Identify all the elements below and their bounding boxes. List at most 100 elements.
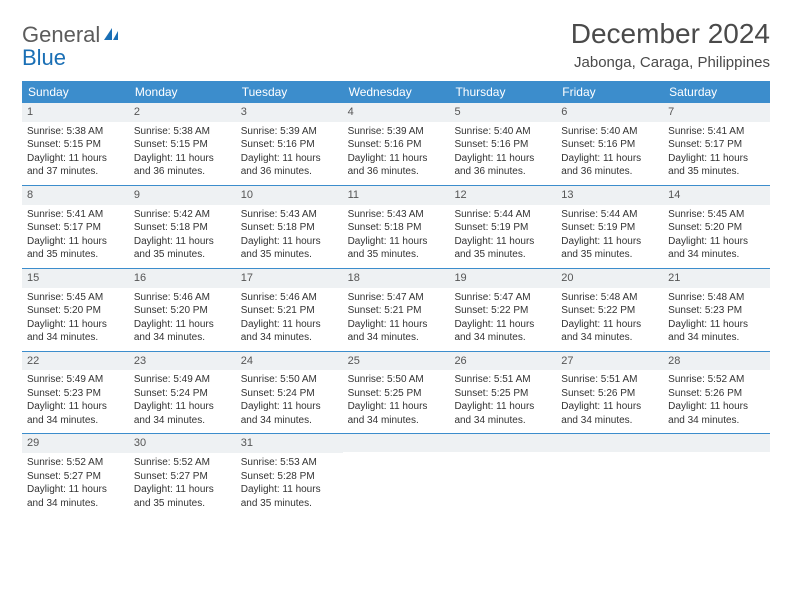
day-details: Sunrise: 5:50 AMSunset: 5:24 PMDaylight:… — [236, 370, 343, 433]
sunrise-line: Sunrise: 5:39 AM — [348, 125, 445, 139]
sail-icon — [102, 26, 122, 47]
sunrise-line: Sunrise: 5:44 AM — [454, 208, 551, 222]
day-number — [663, 434, 770, 452]
day-details: Sunrise: 5:48 AMSunset: 5:23 PMDaylight:… — [663, 288, 770, 351]
sunset-line: Sunset: 5:15 PM — [27, 138, 124, 152]
daylight-line: Daylight: 11 hours and 34 minutes. — [27, 400, 124, 427]
day-number: 19 — [449, 269, 556, 288]
month-title: December 2024 — [571, 18, 770, 50]
sunset-line: Sunset: 5:20 PM — [27, 304, 124, 318]
day-number: 26 — [449, 352, 556, 371]
day-details: Sunrise: 5:44 AMSunset: 5:19 PMDaylight:… — [556, 205, 663, 268]
title-block: December 2024 Jabonga, Caraga, Philippin… — [571, 18, 770, 71]
daylight-line: Daylight: 11 hours and 35 minutes. — [27, 235, 124, 262]
sunset-line: Sunset: 5:19 PM — [454, 221, 551, 235]
day-number: 28 — [663, 352, 770, 371]
calendar-day-cell: 29Sunrise: 5:52 AMSunset: 5:27 PMDayligh… — [22, 434, 129, 516]
weekday-header: Friday — [556, 81, 663, 103]
brand-logo: General Blue — [22, 18, 122, 70]
calendar-day-cell: 17Sunrise: 5:46 AMSunset: 5:21 PMDayligh… — [236, 269, 343, 351]
daylight-line: Daylight: 11 hours and 34 minutes. — [241, 318, 338, 345]
day-details: Sunrise: 5:39 AMSunset: 5:16 PMDaylight:… — [343, 122, 450, 185]
daylight-line: Daylight: 11 hours and 34 minutes. — [27, 318, 124, 345]
calendar-day-cell — [449, 434, 556, 516]
sunset-line: Sunset: 5:18 PM — [241, 221, 338, 235]
day-details: Sunrise: 5:51 AMSunset: 5:25 PMDaylight:… — [449, 370, 556, 433]
sunrise-line: Sunrise: 5:46 AM — [134, 291, 231, 305]
sunset-line: Sunset: 5:22 PM — [561, 304, 658, 318]
day-details: Sunrise: 5:49 AMSunset: 5:23 PMDaylight:… — [22, 370, 129, 433]
calendar-day-cell: 22Sunrise: 5:49 AMSunset: 5:23 PMDayligh… — [22, 352, 129, 434]
sunrise-line: Sunrise: 5:41 AM — [27, 208, 124, 222]
day-number: 1 — [22, 103, 129, 122]
day-details: Sunrise: 5:40 AMSunset: 5:16 PMDaylight:… — [556, 122, 663, 185]
sunset-line: Sunset: 5:21 PM — [348, 304, 445, 318]
daylight-line: Daylight: 11 hours and 34 minutes. — [348, 318, 445, 345]
day-number: 3 — [236, 103, 343, 122]
daylight-line: Daylight: 11 hours and 36 minutes. — [561, 152, 658, 179]
day-details: Sunrise: 5:40 AMSunset: 5:16 PMDaylight:… — [449, 122, 556, 185]
daylight-line: Daylight: 11 hours and 34 minutes. — [454, 400, 551, 427]
daylight-line: Daylight: 11 hours and 35 minutes. — [134, 483, 231, 510]
sunset-line: Sunset: 5:15 PM — [134, 138, 231, 152]
day-number — [556, 434, 663, 452]
calendar-day-cell: 5Sunrise: 5:40 AMSunset: 5:16 PMDaylight… — [449, 103, 556, 185]
sunrise-line: Sunrise: 5:46 AM — [241, 291, 338, 305]
sunset-line: Sunset: 5:24 PM — [241, 387, 338, 401]
sunset-line: Sunset: 5:16 PM — [241, 138, 338, 152]
daylight-line: Daylight: 11 hours and 35 minutes. — [454, 235, 551, 262]
day-details: Sunrise: 5:41 AMSunset: 5:17 PMDaylight:… — [22, 205, 129, 268]
sunset-line: Sunset: 5:22 PM — [454, 304, 551, 318]
sunset-line: Sunset: 5:27 PM — [134, 470, 231, 484]
calendar-week-row: 8Sunrise: 5:41 AMSunset: 5:17 PMDaylight… — [22, 186, 770, 269]
day-number: 8 — [22, 186, 129, 205]
calendar-day-cell: 21Sunrise: 5:48 AMSunset: 5:23 PMDayligh… — [663, 269, 770, 351]
day-details: Sunrise: 5:45 AMSunset: 5:20 PMDaylight:… — [22, 288, 129, 351]
day-number: 9 — [129, 186, 236, 205]
sunset-line: Sunset: 5:19 PM — [561, 221, 658, 235]
daylight-line: Daylight: 11 hours and 34 minutes. — [668, 318, 765, 345]
calendar-day-cell — [343, 434, 450, 516]
calendar-day-cell — [556, 434, 663, 516]
day-details: Sunrise: 5:43 AMSunset: 5:18 PMDaylight:… — [343, 205, 450, 268]
day-details: Sunrise: 5:47 AMSunset: 5:22 PMDaylight:… — [449, 288, 556, 351]
sunset-line: Sunset: 5:23 PM — [668, 304, 765, 318]
sunset-line: Sunset: 5:25 PM — [454, 387, 551, 401]
day-number: 10 — [236, 186, 343, 205]
sunrise-line: Sunrise: 5:47 AM — [348, 291, 445, 305]
day-number: 14 — [663, 186, 770, 205]
calendar-week-row: 1Sunrise: 5:38 AMSunset: 5:15 PMDaylight… — [22, 103, 770, 186]
sunrise-line: Sunrise: 5:42 AM — [134, 208, 231, 222]
calendar-day-cell: 27Sunrise: 5:51 AMSunset: 5:26 PMDayligh… — [556, 352, 663, 434]
day-number: 30 — [129, 434, 236, 453]
calendar-day-cell: 11Sunrise: 5:43 AMSunset: 5:18 PMDayligh… — [343, 186, 450, 268]
day-number: 20 — [556, 269, 663, 288]
page-header: General Blue December 2024 Jabonga, Cara… — [22, 18, 770, 71]
day-details: Sunrise: 5:39 AMSunset: 5:16 PMDaylight:… — [236, 122, 343, 185]
calendar-grid: Sunday Monday Tuesday Wednesday Thursday… — [22, 81, 770, 516]
sunrise-line: Sunrise: 5:48 AM — [668, 291, 765, 305]
day-details: Sunrise: 5:43 AMSunset: 5:18 PMDaylight:… — [236, 205, 343, 268]
day-details: Sunrise: 5:52 AMSunset: 5:27 PMDaylight:… — [22, 453, 129, 516]
day-number: 5 — [449, 103, 556, 122]
day-number: 23 — [129, 352, 236, 371]
day-number: 11 — [343, 186, 450, 205]
sunrise-line: Sunrise: 5:45 AM — [27, 291, 124, 305]
day-details: Sunrise: 5:52 AMSunset: 5:26 PMDaylight:… — [663, 370, 770, 433]
sunset-line: Sunset: 5:21 PM — [241, 304, 338, 318]
daylight-line: Daylight: 11 hours and 35 minutes. — [241, 483, 338, 510]
sunset-line: Sunset: 5:20 PM — [668, 221, 765, 235]
day-details: Sunrise: 5:48 AMSunset: 5:22 PMDaylight:… — [556, 288, 663, 351]
sunrise-line: Sunrise: 5:50 AM — [348, 373, 445, 387]
calendar-day-cell: 31Sunrise: 5:53 AMSunset: 5:28 PMDayligh… — [236, 434, 343, 516]
day-details: Sunrise: 5:53 AMSunset: 5:28 PMDaylight:… — [236, 453, 343, 516]
calendar-day-cell: 3Sunrise: 5:39 AMSunset: 5:16 PMDaylight… — [236, 103, 343, 185]
day-details: Sunrise: 5:44 AMSunset: 5:19 PMDaylight:… — [449, 205, 556, 268]
sunset-line: Sunset: 5:25 PM — [348, 387, 445, 401]
day-number — [449, 434, 556, 452]
sunrise-line: Sunrise: 5:52 AM — [134, 456, 231, 470]
day-details: Sunrise: 5:51 AMSunset: 5:26 PMDaylight:… — [556, 370, 663, 433]
daylight-line: Daylight: 11 hours and 34 minutes. — [134, 318, 231, 345]
daylight-line: Daylight: 11 hours and 36 minutes. — [134, 152, 231, 179]
brand-general: General — [22, 22, 100, 47]
